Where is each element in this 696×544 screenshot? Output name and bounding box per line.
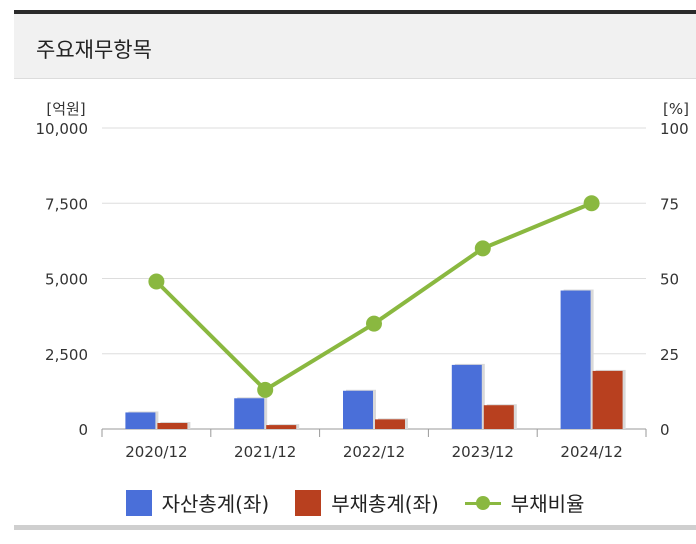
y-left-tick-label: 0 xyxy=(78,421,88,439)
asset-bar xyxy=(560,290,591,429)
y-right-tick-label: 25 xyxy=(660,346,679,364)
x-tick-label: 2022/12 xyxy=(343,443,405,461)
y-left-tick-label: 7,500 xyxy=(45,195,88,213)
asset-bar xyxy=(343,390,373,429)
combo-chart: 0 2,500 5,000 7,500 10,000 0 25 50 75 100 [억원] [%] 2… xyxy=(36,100,689,461)
liability-bar xyxy=(266,425,297,429)
bottom-border xyxy=(14,525,696,530)
x-tick-label: 2020/12 xyxy=(125,443,187,461)
debt-ratio-point xyxy=(583,195,600,212)
debt-ratio-line xyxy=(154,201,593,392)
legend-item-debt-ratio[interactable]: 부채비율 xyxy=(464,488,585,517)
liability-bar xyxy=(483,405,514,429)
y-left-tick-label: 2,500 xyxy=(45,346,88,364)
y-left-tick-label: 5,000 xyxy=(45,271,88,289)
debt-ratio-swatch xyxy=(464,490,501,516)
y-right-tick-label: 75 xyxy=(660,195,679,213)
asset-bar xyxy=(234,398,265,429)
legend-label-debt-ratio: 부채비율 xyxy=(510,492,585,516)
liability-bar xyxy=(157,422,188,429)
asset-bar xyxy=(125,412,156,429)
y-right-tick-label: 0 xyxy=(660,421,670,439)
panel-header: 주요재무항목 xyxy=(14,14,696,79)
debt-ratio-point xyxy=(474,240,491,257)
legend-item-liabilities[interactable]: 부채총계(좌) xyxy=(295,488,439,517)
asset-bar xyxy=(451,364,482,429)
debt-ratio-point xyxy=(148,273,165,290)
x-tick-label: 2024/12 xyxy=(560,443,622,461)
y-right-tick-label: 50 xyxy=(660,271,679,289)
debt-ratio-point xyxy=(366,315,382,332)
y-left-tick-label: 10,000 xyxy=(36,120,89,138)
assets-swatch xyxy=(125,489,152,516)
panel-title: 주요재무항목 xyxy=(36,38,152,62)
liability-bar xyxy=(375,419,405,429)
liabilities-swatch xyxy=(295,489,322,516)
debt-ratio-point xyxy=(257,381,274,398)
chart-legend: 자산총계(좌) 부채총계(좌) 부채비율 xyxy=(14,488,696,517)
x-tick-label: 2021/12 xyxy=(234,443,296,461)
y-left-unit: [억원] xyxy=(46,100,85,118)
y-right-unit: [%] xyxy=(663,100,689,118)
x-tick-label: 2023/12 xyxy=(452,443,514,461)
y-right-tick-label: 100 xyxy=(660,120,689,138)
legend-label-assets: 자산총계(좌) xyxy=(161,492,270,516)
legend-label-liabilities: 부채총계(좌) xyxy=(331,492,439,516)
top-border xyxy=(14,10,696,14)
legend-item-assets[interactable]: 자산총계(좌) xyxy=(125,488,270,517)
financial-summary-panel: 주요재무항목 0 2,500 5,000 7,500 10,000 0 25 50 75 100 [… xyxy=(14,10,696,530)
liability-bar xyxy=(592,370,623,429)
